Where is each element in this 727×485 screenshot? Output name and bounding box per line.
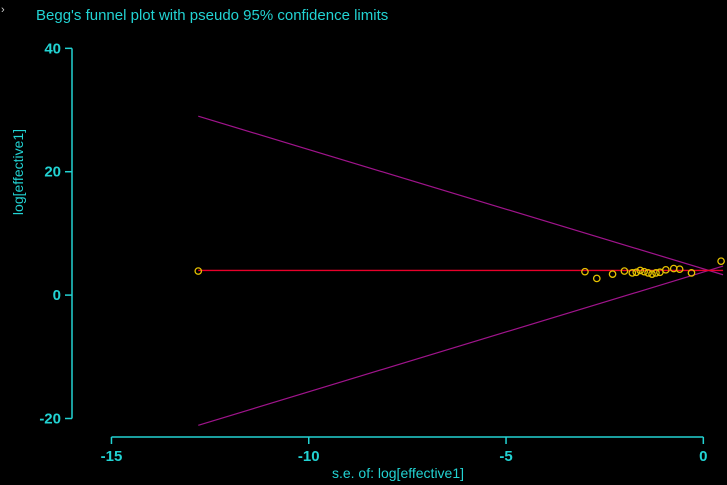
y-tick-label: 40 — [44, 40, 61, 57]
study-points — [194, 257, 725, 283]
y-tick-label: -20 — [39, 410, 61, 427]
pseudo-confidence-limits — [198, 115, 724, 426]
x-tick-label: -15 — [101, 448, 123, 465]
chart-title: Begg's funnel plot with pseudo 95% confi… — [36, 7, 388, 24]
pseudo-ci-upper-line — [198, 115, 724, 276]
study-point — [640, 267, 648, 276]
study-point — [628, 269, 637, 277]
study-point — [675, 265, 684, 274]
x-tick-label: 0 — [699, 448, 707, 465]
study-point — [648, 270, 656, 278]
study-point — [644, 269, 652, 277]
study-point — [661, 265, 670, 274]
x-tick-label: -10 — [298, 448, 320, 465]
figure-corner-mark: › — [1, 4, 5, 16]
study-point — [636, 266, 645, 275]
study-point — [194, 267, 203, 275]
study-point — [632, 268, 641, 277]
study-point — [592, 274, 601, 283]
study-point — [717, 257, 725, 266]
plot-area: -15 -10 -5 0 -20 0 20 40 — [39, 40, 725, 465]
pseudo-ci-lower-line — [198, 265, 724, 426]
study-point — [608, 270, 617, 278]
y-axis-label: log[effective1] — [10, 129, 26, 215]
y-tick-label: 0 — [53, 287, 61, 304]
x-axis-ticks: -15 -10 -5 0 — [101, 437, 707, 465]
x-tick-label: -5 — [499, 448, 512, 465]
study-point — [620, 267, 629, 275]
study-point — [581, 267, 589, 276]
x-axis-label: s.e. of: log[effective1] — [332, 465, 464, 481]
study-point — [652, 269, 660, 277]
y-axis-ticks: -20 0 20 40 — [39, 40, 72, 427]
y-tick-label: 20 — [44, 164, 61, 181]
study-point — [687, 269, 696, 277]
